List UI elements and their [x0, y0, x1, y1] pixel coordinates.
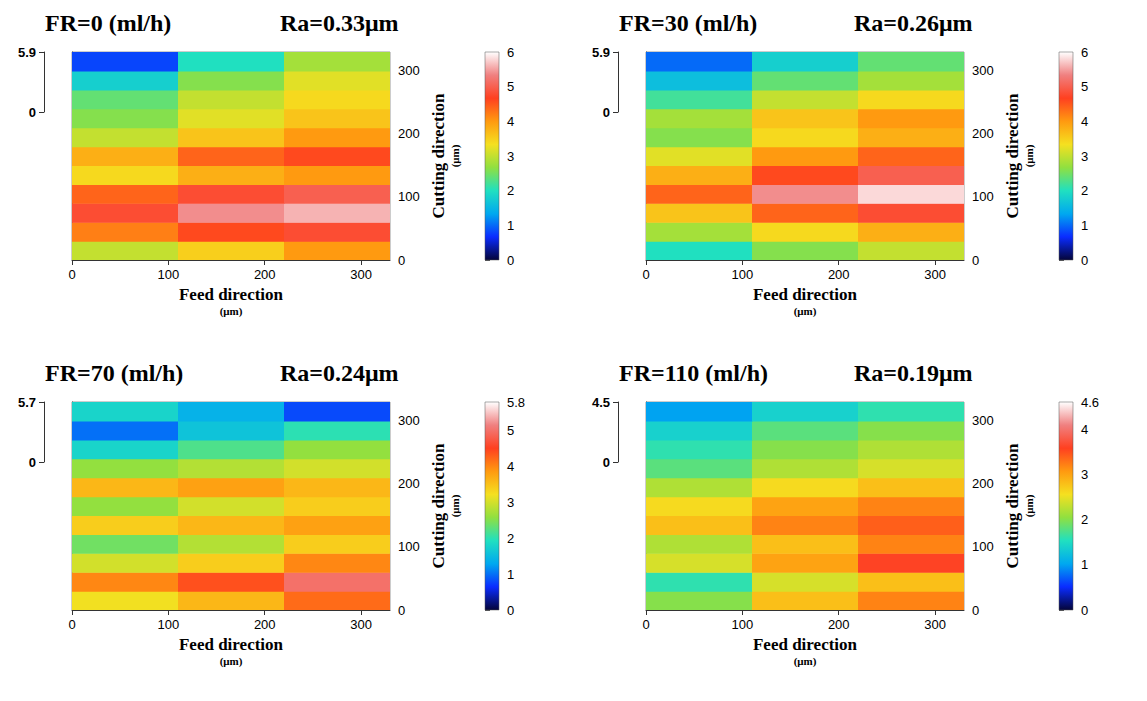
- svg-text:2: 2: [1081, 512, 1088, 527]
- svg-text:Feed direction: Feed direction: [179, 635, 284, 654]
- svg-text:4: 4: [507, 459, 514, 474]
- svg-text:2: 2: [507, 183, 514, 198]
- svg-text:0: 0: [642, 617, 649, 632]
- svg-text:200: 200: [398, 126, 420, 141]
- svg-text:1: 1: [507, 567, 514, 582]
- svg-text:0: 0: [398, 603, 405, 618]
- svg-text:Cutting direction: Cutting direction: [429, 443, 448, 568]
- svg-text:4: 4: [1081, 422, 1088, 437]
- svg-text:0: 0: [29, 105, 36, 120]
- svg-text:100: 100: [398, 539, 420, 554]
- svg-text:300: 300: [398, 413, 420, 428]
- svg-text:Feed direction: Feed direction: [753, 285, 858, 304]
- svg-text:200: 200: [828, 617, 850, 632]
- svg-text:Ra=0.26μm: Ra=0.26μm: [854, 10, 973, 36]
- svg-text:(μm): (μm): [1023, 144, 1036, 167]
- svg-text:3: 3: [507, 149, 514, 164]
- svg-text:300: 300: [972, 63, 994, 78]
- svg-text:(μm): (μm): [1023, 494, 1036, 517]
- svg-text:0: 0: [507, 603, 514, 618]
- svg-text:FR=30 (ml/h): FR=30 (ml/h): [619, 10, 757, 36]
- svg-text:300: 300: [350, 617, 372, 632]
- svg-text:1: 1: [1081, 557, 1088, 572]
- svg-text:Ra=0.33μm: Ra=0.33μm: [280, 10, 399, 36]
- svg-text:300: 300: [398, 63, 420, 78]
- svg-text:0: 0: [642, 267, 649, 282]
- svg-text:0: 0: [398, 253, 405, 268]
- svg-text:100: 100: [972, 189, 994, 204]
- svg-text:4: 4: [507, 114, 514, 129]
- svg-text:3: 3: [1081, 467, 1088, 482]
- svg-text:3: 3: [507, 495, 514, 510]
- svg-text:(μm): (μm): [794, 305, 817, 318]
- svg-text:5: 5: [507, 423, 514, 438]
- svg-text:5.9: 5.9: [18, 45, 36, 60]
- svg-text:5: 5: [507, 79, 514, 94]
- svg-text:Feed direction: Feed direction: [179, 285, 284, 304]
- svg-text:(μm): (μm): [794, 655, 817, 668]
- svg-text:200: 200: [828, 267, 850, 282]
- svg-text:0: 0: [68, 267, 75, 282]
- svg-text:5.8: 5.8: [507, 395, 525, 410]
- svg-text:Feed direction: Feed direction: [753, 635, 858, 654]
- svg-text:5: 5: [1081, 79, 1088, 94]
- svg-text:Ra=0.19μm: Ra=0.19μm: [854, 360, 973, 386]
- svg-text:300: 300: [350, 267, 372, 282]
- svg-text:100: 100: [972, 539, 994, 554]
- svg-text:0: 0: [29, 455, 36, 470]
- svg-text:Ra=0.24μm: Ra=0.24μm: [280, 360, 399, 386]
- svg-text:5.7: 5.7: [18, 395, 36, 410]
- svg-text:(μm): (μm): [220, 305, 243, 318]
- svg-text:1: 1: [1081, 218, 1088, 233]
- svg-text:(μm): (μm): [220, 655, 243, 668]
- svg-text:100: 100: [158, 617, 180, 632]
- svg-text:0: 0: [68, 617, 75, 632]
- svg-text:200: 200: [398, 476, 420, 491]
- svg-text:4.5: 4.5: [592, 395, 610, 410]
- svg-text:0: 0: [603, 105, 610, 120]
- svg-text:0: 0: [507, 253, 514, 268]
- svg-text:(μm): (μm): [449, 144, 462, 167]
- svg-text:200: 200: [254, 617, 276, 632]
- svg-text:Cutting direction: Cutting direction: [1003, 443, 1022, 568]
- svg-text:6: 6: [507, 45, 514, 60]
- svg-text:0: 0: [972, 603, 979, 618]
- svg-text:4: 4: [1081, 114, 1088, 129]
- svg-text:0: 0: [972, 253, 979, 268]
- svg-text:300: 300: [972, 413, 994, 428]
- svg-text:Cutting direction: Cutting direction: [1003, 93, 1022, 218]
- svg-text:300: 300: [924, 267, 946, 282]
- svg-text:1: 1: [507, 218, 514, 233]
- svg-text:(μm): (μm): [449, 494, 462, 517]
- svg-text:100: 100: [732, 267, 754, 282]
- svg-text:3: 3: [1081, 149, 1088, 164]
- svg-text:FR=110 (ml/h): FR=110 (ml/h): [619, 360, 768, 386]
- svg-text:300: 300: [924, 617, 946, 632]
- svg-text:100: 100: [398, 189, 420, 204]
- svg-text:100: 100: [732, 617, 754, 632]
- svg-text:2: 2: [507, 531, 514, 546]
- svg-text:5.9: 5.9: [592, 45, 610, 60]
- svg-text:200: 200: [972, 476, 994, 491]
- svg-text:6: 6: [1081, 45, 1088, 60]
- svg-text:Cutting direction: Cutting direction: [429, 93, 448, 218]
- svg-text:FR=70 (ml/h): FR=70 (ml/h): [45, 360, 183, 386]
- svg-text:200: 200: [972, 126, 994, 141]
- svg-text:2: 2: [1081, 183, 1088, 198]
- svg-text:0: 0: [1081, 603, 1088, 618]
- svg-text:200: 200: [254, 267, 276, 282]
- svg-text:FR=0 (ml/h): FR=0 (ml/h): [45, 10, 171, 36]
- svg-text:0: 0: [1081, 253, 1088, 268]
- svg-text:0: 0: [603, 455, 610, 470]
- svg-text:4.6: 4.6: [1081, 395, 1099, 410]
- svg-text:100: 100: [158, 267, 180, 282]
